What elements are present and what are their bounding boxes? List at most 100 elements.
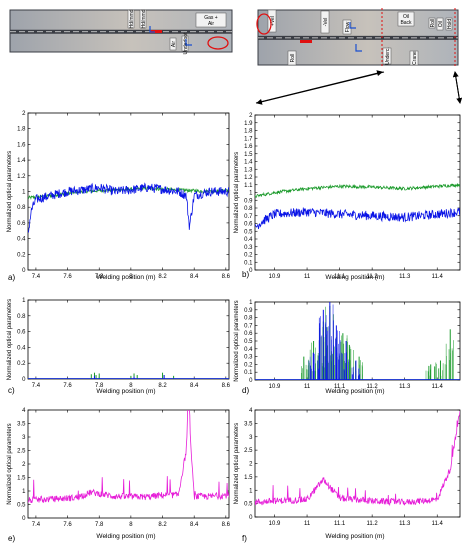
x-tick-label: 11 bbox=[304, 521, 311, 527]
y-tick-label: 0.2 bbox=[244, 253, 253, 259]
y-tick-label: 1 bbox=[249, 488, 253, 494]
label-minus-vel-text: -Vel bbox=[323, 18, 329, 27]
y-tick-label: 1 bbox=[22, 489, 26, 495]
chart-panel-a: 7.4 7.6 7.8 8 8.2 8.4 8.6 0 0.2 0.4 0.6 0.8 1 1.2 1.4 1… bbox=[7, 111, 231, 282]
y-tick-label: 0.8 bbox=[244, 316, 253, 322]
series-layer bbox=[28, 182, 229, 233]
y-tick-label: 3 bbox=[22, 435, 26, 441]
y-tick-label: 1.4 bbox=[17, 158, 26, 164]
y-axis-label: Normalized optical parameters bbox=[7, 423, 13, 504]
series-layer bbox=[255, 410, 460, 507]
y-tick-label: 0.3 bbox=[244, 355, 253, 361]
y-tick-label: 1.9 bbox=[244, 121, 253, 127]
label-roll-box bbox=[287, 50, 297, 66]
label-air: Air bbox=[169, 37, 177, 51]
y-tick-label: 0.7 bbox=[244, 323, 253, 329]
y-tick-label: 1.8 bbox=[17, 127, 26, 133]
label-plus-vel-text: +Vel bbox=[270, 16, 276, 26]
series-layer bbox=[255, 183, 460, 230]
x-tick-label: 8 bbox=[129, 274, 133, 280]
x-tick-label: 11 bbox=[304, 274, 311, 280]
chart-panel-d: 10.9 11 11.1 11.2 11.3 11.400.10.20.30.40.50.… bbox=[234, 300, 461, 395]
x-tick-label: 11.3 bbox=[399, 521, 411, 527]
label-roll-text: Roll bbox=[290, 54, 296, 63]
series-layer bbox=[28, 410, 229, 504]
y-tick-label: 0.5 bbox=[17, 503, 26, 509]
blue-clamp bbox=[355, 44, 362, 52]
panel-label: b) bbox=[242, 270, 249, 279]
y-axis-label: Normalized optical parameters bbox=[7, 299, 13, 380]
series-line-blue bbox=[28, 182, 229, 233]
y-tick-label: 3.5 bbox=[244, 421, 253, 427]
panel-label: e) bbox=[8, 534, 15, 543]
y-tick-label: 0.9 bbox=[244, 308, 253, 314]
label-roll: Roll bbox=[287, 50, 297, 66]
series-line-blue bbox=[255, 207, 460, 230]
y-tick-label: 2.5 bbox=[244, 448, 253, 454]
x-tick-label: 11.4 bbox=[432, 521, 444, 527]
series-line-green bbox=[28, 185, 229, 201]
y-tick-label: 0.4 bbox=[17, 345, 26, 351]
label-flow: Flow bbox=[342, 19, 352, 35]
label-hold-text: Hold bbox=[447, 19, 453, 30]
series-layer bbox=[255, 302, 460, 380]
plot-area bbox=[254, 114, 461, 271]
zoom-arrow-left-back bbox=[255, 70, 383, 104]
label-hold: Hold bbox=[445, 17, 453, 31]
series-line-green bbox=[255, 183, 460, 198]
y-tick-label: 1.6 bbox=[17, 142, 26, 148]
y-tick-label: 3 bbox=[249, 435, 253, 441]
x-tick-label: 8.6 bbox=[222, 383, 231, 389]
x-tick-label: 11.2 bbox=[367, 521, 379, 527]
y-tick-label: 2 bbox=[249, 113, 253, 119]
x-tick-label: 11.3 bbox=[399, 384, 411, 390]
x-tick-label: 8.6 bbox=[222, 274, 231, 280]
x-tick-label: 7.8 bbox=[95, 274, 104, 280]
panel-label: d) bbox=[242, 386, 249, 395]
x-tick-label: 7.8 bbox=[95, 383, 104, 389]
x-axis-label: Welding position (m) bbox=[96, 533, 155, 540]
label-oil-text: Oil bbox=[438, 21, 444, 27]
blue-clamp bbox=[185, 39, 192, 46]
label-oil-back-box bbox=[397, 11, 415, 27]
x-axis-label: Welding position (m) bbox=[325, 274, 384, 281]
label-hd-1: Hd/mmd bbox=[127, 9, 135, 28]
label-gas-air-box bbox=[195, 12, 227, 28]
x-tick-label: 8.2 bbox=[158, 522, 167, 528]
x-tick-label: 10.9 bbox=[269, 384, 281, 390]
label-crane-text: Crane bbox=[412, 51, 418, 65]
x-tick-label: 11.1 bbox=[334, 521, 346, 527]
y-tick-label: 0.2 bbox=[17, 252, 26, 258]
x-tick-label: 11.2 bbox=[367, 274, 379, 280]
label-underc-text: Underc. bbox=[385, 47, 391, 65]
x-tick-label: 10.9 bbox=[269, 274, 281, 280]
y-tick-label: 0.6 bbox=[244, 331, 253, 337]
y-tick-label: 2.5 bbox=[17, 449, 26, 455]
y-tick-label: 1.1 bbox=[244, 183, 253, 189]
y-tick-label: 0.4 bbox=[244, 237, 253, 243]
label-minus-vel: -Vel bbox=[320, 10, 330, 34]
y-tick-label: 0.6 bbox=[244, 222, 253, 228]
y-tick-label: 0.8 bbox=[17, 314, 26, 320]
chart-panel-c: 7.4 7.6 7.8 8 8.2 8.4 8.6 0 0.2 0.4 0.6 0.8 1 Welding… bbox=[7, 298, 231, 395]
red-tape bbox=[300, 40, 312, 43]
y-tick-label: 0.5 bbox=[244, 502, 253, 508]
x-axis-label: Welding position (m) bbox=[325, 388, 384, 395]
label-oil-back-text: Back bbox=[400, 20, 412, 26]
label-underc: Underc. bbox=[382, 47, 392, 65]
y-tick-label: 1.3 bbox=[244, 167, 253, 173]
zoom-arrow-right-back bbox=[452, 71, 461, 104]
chart-panel-e: 7.4 7.6 7.8 8 8.2 8.4 8.6 0 0.5 1 1.5 2 2.5 3 3.5 4 Weld… bbox=[7, 408, 231, 543]
y-tick-label: 0.2 bbox=[244, 362, 253, 368]
x-tick-label: 7.6 bbox=[63, 383, 72, 389]
y-tick-label: 1 bbox=[22, 190, 26, 196]
y-tick-label: 0 bbox=[22, 377, 26, 383]
label-air-box bbox=[169, 37, 177, 51]
y-tick-label: 4 bbox=[249, 408, 253, 414]
chart-panel-b: 10.9 11 11.1 11.2 11.3 11.400.10.20.30.40.50.… bbox=[234, 113, 461, 281]
blue-clamp bbox=[349, 22, 356, 29]
x-tick-label: 8 bbox=[129, 383, 133, 389]
